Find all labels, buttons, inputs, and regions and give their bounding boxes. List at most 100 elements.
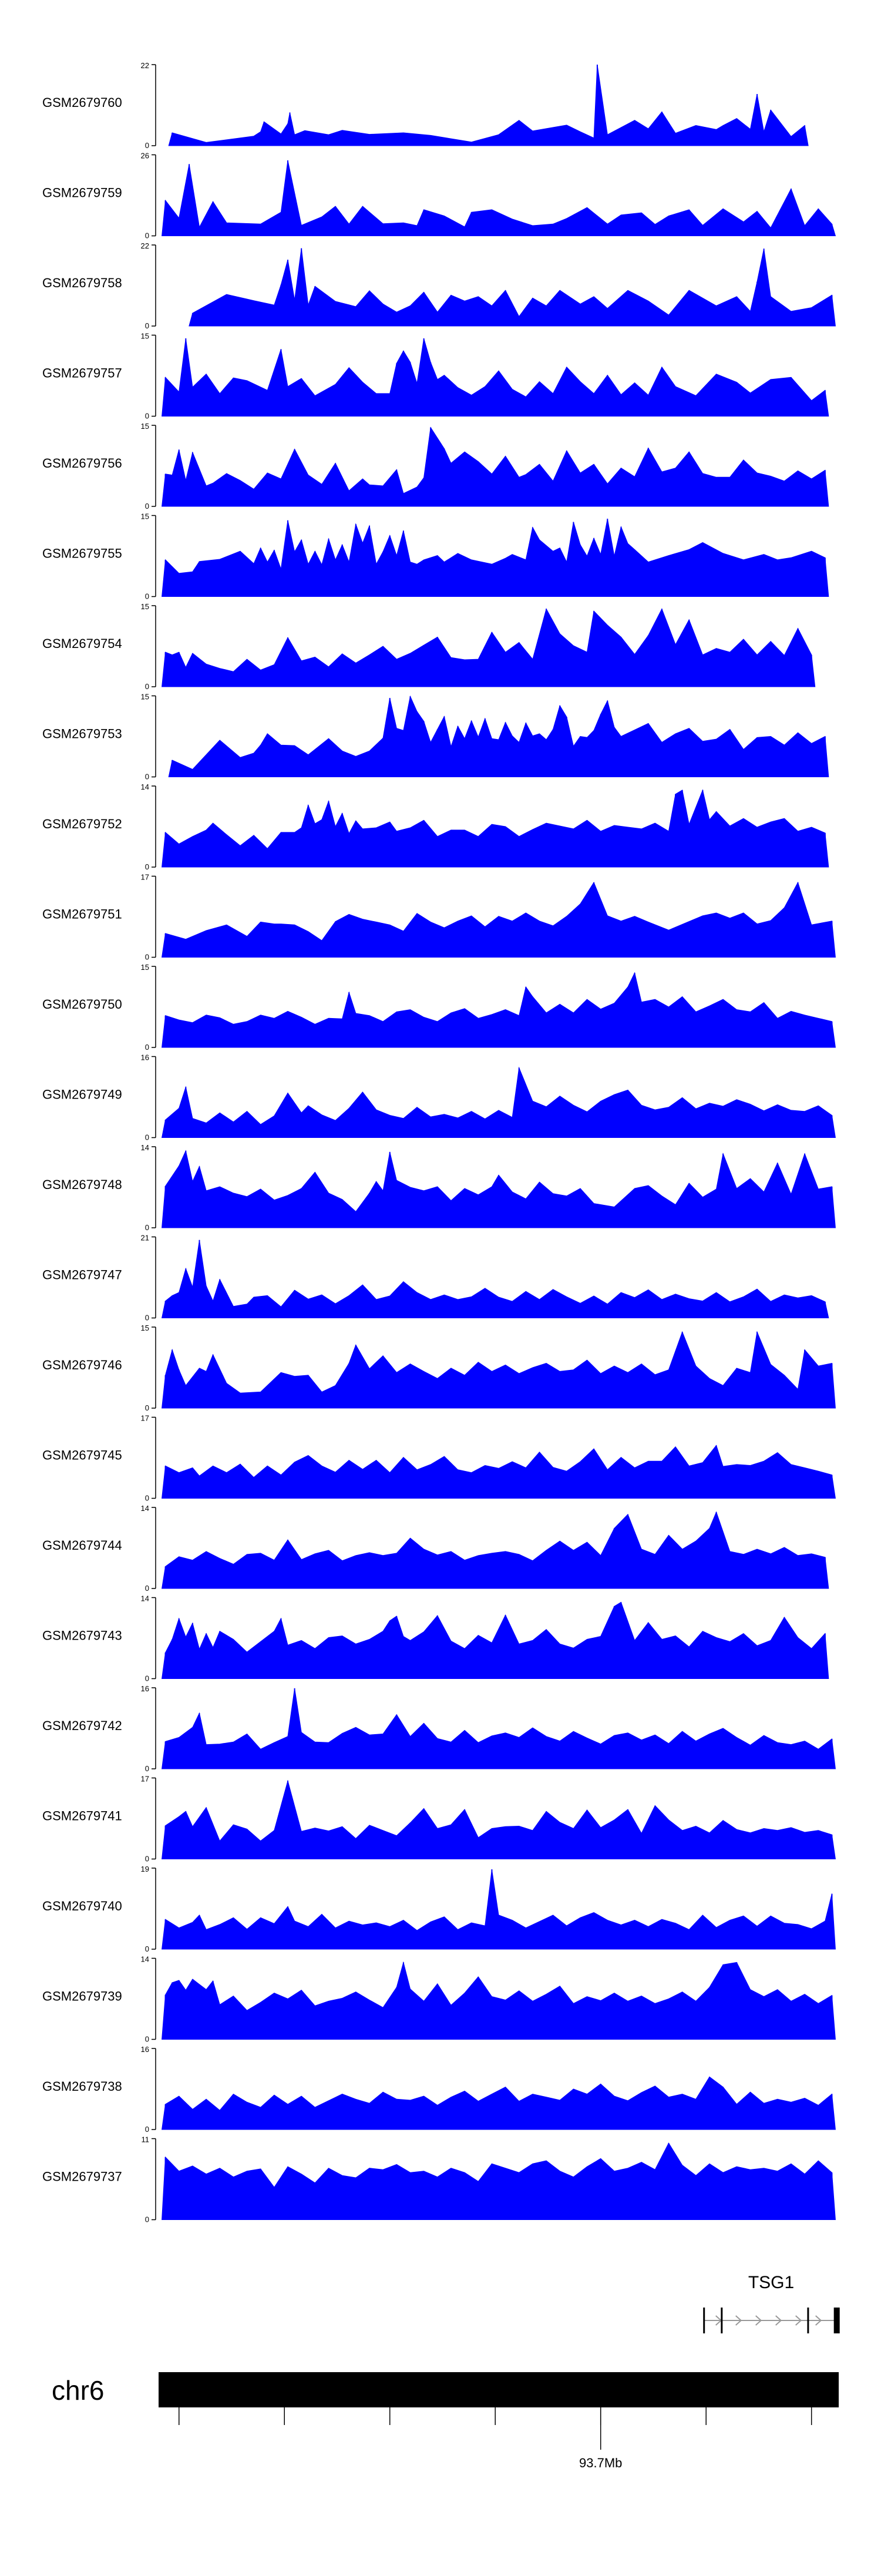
coverage-area	[162, 2076, 836, 2130]
y-axis-min-label: 0	[145, 1584, 149, 1593]
chromosome-bar	[159, 2372, 839, 2407]
y-axis-min-label: 0	[145, 2035, 149, 2044]
y-axis-min-label: 0	[145, 1944, 149, 1953]
track-GSM2679751: GSM2679751 17 0	[42, 873, 836, 962]
track-name-label: GSM2679752	[42, 817, 122, 831]
track-name-label: GSM2679750	[42, 997, 122, 1012]
y-axis-min-label: 0	[145, 502, 149, 511]
track-GSM2679745: GSM2679745 17 0	[42, 1414, 836, 1503]
y-axis-min-label: 0	[145, 682, 149, 691]
y-axis-max-label: 16	[141, 2045, 149, 2054]
track-name-label: GSM2679756	[42, 456, 122, 471]
chromosome-track: chr6 93.7Mb	[52, 2372, 839, 2470]
y-axis-max-label: 14	[141, 1504, 149, 1513]
track-name-label: GSM2679744	[42, 1538, 122, 1553]
y-axis-max-label: 15	[141, 422, 149, 431]
track-GSM2679750: GSM2679750 15 0	[42, 963, 836, 1052]
coverage-area	[162, 160, 836, 236]
coverage-area	[162, 1961, 836, 2040]
track-GSM2679744: GSM2679744 14 0	[42, 1504, 829, 1593]
gene-model	[703, 2308, 840, 2333]
y-axis-min-label: 0	[145, 862, 149, 871]
gene-label: TSG1	[748, 2273, 794, 2292]
coverage-area	[162, 1688, 836, 1769]
track-GSM2679737: GSM2679737 11 0	[42, 2135, 836, 2224]
track-name-label: GSM2679747	[42, 1267, 122, 1282]
track-GSM2679754: GSM2679754 15 0	[42, 602, 816, 691]
chromosome-ticks	[178, 2407, 812, 2450]
y-axis-max-label: 15	[141, 512, 149, 521]
track-GSM2679755: GSM2679755 15 0	[42, 512, 829, 601]
y-axis-max-label: 16	[141, 1684, 149, 1693]
y-axis-max-label: 17	[141, 873, 149, 882]
y-axis-min-label: 0	[145, 953, 149, 962]
y-axis-min-label: 0	[145, 1043, 149, 1052]
track-GSM2679753: GSM2679753 15 0	[42, 693, 829, 781]
track-name-label: GSM2679740	[42, 1899, 122, 1913]
y-axis-min-label: 0	[145, 1403, 149, 1412]
y-axis-max-label: 19	[141, 1865, 149, 1873]
track-name-label: GSM2679755	[42, 546, 122, 560]
y-axis-min-label: 0	[145, 1133, 149, 1142]
track-GSM2679741: GSM2679741 17 0	[42, 1775, 836, 1863]
chromosome-label: chr6	[52, 2375, 104, 2406]
y-axis-min-label: 0	[145, 1314, 149, 1322]
coverage-area	[162, 1511, 829, 1589]
coverage-area	[161, 1240, 829, 1318]
track-GSM2679740: GSM2679740 19 0	[42, 1865, 836, 1953]
track-GSM2679759: GSM2679759 26 0	[42, 152, 836, 240]
y-axis-min-label: 0	[145, 1764, 149, 1773]
track-GSM2679743: GSM2679743 14 0	[42, 1594, 829, 1683]
track-name-label: GSM2679758	[42, 276, 122, 290]
track-name-label: GSM2679737	[42, 2169, 122, 2184]
strand-arrow	[795, 2315, 802, 2326]
y-axis-min-label: 0	[145, 773, 149, 781]
coverage-area	[162, 338, 829, 417]
track-GSM2679757: GSM2679757 15 0	[42, 332, 829, 421]
track-name-label: GSM2679741	[42, 1808, 122, 1823]
coverage-area	[162, 1869, 836, 1950]
track-name-label: GSM2679742	[42, 1718, 122, 1733]
track-GSM2679760: GSM2679760 22 0	[42, 61, 809, 150]
gene-annotation-track: TSG1	[703, 2273, 840, 2333]
track-GSM2679742: GSM2679742 16 0	[42, 1684, 836, 1773]
track-GSM2679748: GSM2679748 14 0	[42, 1143, 836, 1232]
coverage-area	[162, 2142, 836, 2220]
coverage-area	[162, 972, 836, 1048]
strand-arrow	[735, 2315, 742, 2326]
track-GSM2679747: GSM2679747 21 0	[42, 1234, 829, 1322]
y-axis-max-label: 15	[141, 693, 149, 701]
y-axis-max-label: 15	[141, 602, 149, 611]
y-axis-max-label: 17	[141, 1775, 149, 1784]
y-axis-max-label: 15	[141, 332, 149, 341]
track-name-label: GSM2679754	[42, 636, 122, 651]
y-axis-max-label: 14	[141, 1143, 149, 1152]
y-axis-max-label: 11	[142, 2135, 150, 2144]
track-name-label: GSM2679757	[42, 365, 122, 380]
coverage-area	[189, 248, 836, 327]
y-axis-min-label: 0	[145, 2125, 149, 2134]
coverage-tracks: GSM2679760220GSM2679759260GSM2679758220G…	[42, 61, 836, 2224]
y-axis-max-label: 15	[141, 1324, 149, 1332]
gene-exon	[703, 2308, 705, 2333]
y-axis-min-label: 0	[145, 1855, 149, 1863]
gene-exon	[721, 2308, 723, 2333]
coverage-area	[162, 518, 829, 597]
y-axis-max-label: 22	[141, 61, 149, 70]
y-axis-min-label: 0	[145, 1674, 149, 1683]
coverage-area	[162, 1331, 836, 1409]
chromosome-position-label: 93.7Mb	[579, 2456, 622, 2470]
track-GSM2679758: GSM2679758 22 0	[42, 241, 836, 330]
y-axis-max-label: 14	[141, 1594, 149, 1603]
y-axis-max-label: 14	[141, 782, 149, 791]
track-GSM2679739: GSM2679739 14 0	[42, 1955, 836, 2044]
y-axis-min-label: 0	[145, 2215, 149, 2224]
track-name-label: GSM2679743	[42, 1628, 122, 1643]
track-name-label: GSM2679738	[42, 2079, 122, 2094]
coverage-area	[162, 426, 829, 507]
track-GSM2679749: GSM2679749 16 0	[42, 1053, 836, 1142]
coverage-area	[162, 608, 816, 687]
gene-exon	[833, 2308, 840, 2333]
y-axis-min-label: 0	[145, 231, 149, 240]
